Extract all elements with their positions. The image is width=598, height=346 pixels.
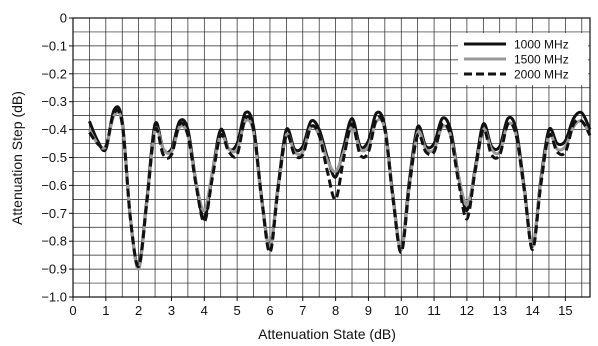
x-tick-label: 10 — [394, 303, 408, 318]
x-tick-label: 3 — [168, 303, 175, 318]
x-tick-label: 1 — [102, 303, 109, 318]
y-tick-label: 0 — [60, 11, 67, 26]
y-tick-label: −0.4 — [41, 122, 67, 137]
x-tick-label: 13 — [492, 303, 506, 318]
y-tick-label: −0.8 — [41, 234, 67, 249]
x-tick-label: 2 — [135, 303, 142, 318]
y-tick-label: −1.0 — [41, 290, 67, 305]
y-tick-label: −0.5 — [41, 150, 67, 165]
x-tick-label: 15 — [558, 303, 572, 318]
x-axis-ticks: 0 1 2 3 4 5 6 7 8 9 10 11 12 13 14 15 — [69, 297, 573, 318]
y-tick-label: −0.2 — [41, 66, 67, 81]
x-tick-label: 7 — [299, 303, 306, 318]
y-axis-ticks: 0 −0.1 −0.2 −0.3 −0.4 −0.5 −0.6 −0.7 −0.8 −0.9 −1.… — [41, 11, 73, 305]
legend-label: 1500 MHz — [514, 53, 569, 67]
y-tick-label: −0.9 — [41, 262, 67, 277]
x-axis-title: Attenuation State (dB) — [258, 326, 396, 342]
y-tick-label: −0.3 — [41, 94, 67, 109]
x-tick-label: 9 — [365, 303, 372, 318]
x-tick-label: 11 — [427, 303, 441, 318]
x-tick-label: 8 — [332, 303, 339, 318]
x-tick-label: 5 — [234, 303, 241, 318]
x-tick-label: 4 — [201, 303, 208, 318]
series-line-3 — [88, 108, 592, 268]
y-axis-title: Attenuation Step (dB) — [9, 91, 25, 225]
y-tick-label: −0.7 — [41, 206, 67, 221]
y-tick-label: −0.6 — [41, 178, 67, 193]
legend-label: 2000 MHz — [514, 68, 569, 82]
x-tick-label: 6 — [266, 303, 273, 318]
x-tick-label: 12 — [460, 303, 474, 318]
x-tick-label: 14 — [525, 303, 539, 318]
y-tick-label: −0.1 — [41, 38, 67, 53]
series-lines — [88, 105, 592, 271]
legend-label: 1000 MHz — [514, 38, 569, 52]
x-tick-label: 0 — [69, 303, 76, 318]
